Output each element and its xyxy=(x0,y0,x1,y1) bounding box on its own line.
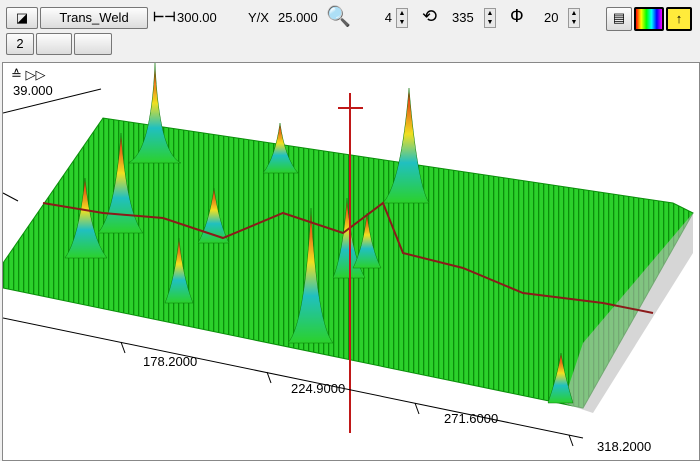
empty-button[interactable] xyxy=(36,33,72,55)
width-value: 300.00 xyxy=(177,10,217,25)
nav-icons[interactable]: ≙ ▷▷ xyxy=(11,67,46,82)
zoom-value[interactable]: 4 xyxy=(384,10,392,25)
mode-button[interactable]: ◪ xyxy=(6,7,38,29)
tilt-spinner[interactable]: ▲ ▼ xyxy=(568,8,580,28)
empty-button[interactable] xyxy=(74,33,112,55)
profile-button[interactable]: Trans_Weld xyxy=(40,7,148,29)
up-button[interactable]: ↑ xyxy=(666,7,692,31)
ratio-value[interactable]: 25.000 xyxy=(278,10,318,25)
y-axis-label: 39.000 xyxy=(13,83,53,98)
surface-plot: ≙ ▷▷ 39.000 xyxy=(3,63,694,454)
rotation-value[interactable]: 335 xyxy=(452,10,474,25)
ratio-label: Y/X xyxy=(248,10,269,25)
zoom-spinner[interactable]: ▲ ▼ xyxy=(396,8,408,28)
width-icon: ⊢⊣ xyxy=(153,9,176,24)
x-axis-label: 224.9000 xyxy=(291,381,345,396)
zoom-icon[interactable]: 🔍 xyxy=(326,6,351,28)
plot-area: ≙ ▷▷ 39.000 xyxy=(2,62,700,461)
tilt-icon: Ф xyxy=(510,6,524,26)
rotation-spinner[interactable]: ▲ ▼ xyxy=(484,8,496,28)
page-button[interactable]: 2 xyxy=(6,33,34,55)
x-axis-label: 271.6000 xyxy=(444,411,498,426)
x-axis-label: 318.2000 xyxy=(597,439,651,454)
tilt-value[interactable]: 20 xyxy=(544,10,559,25)
palette-button[interactable] xyxy=(634,7,664,31)
print-button[interactable]: ▤ xyxy=(606,7,632,31)
x-axis-label: 178.2000 xyxy=(143,354,197,369)
rotation-icon: ⟲ xyxy=(422,6,438,26)
